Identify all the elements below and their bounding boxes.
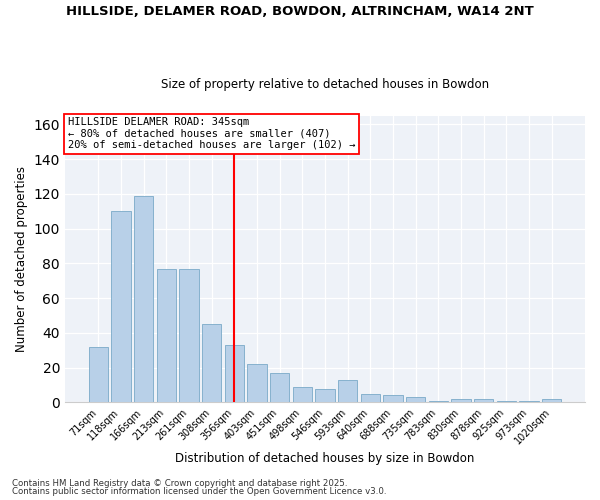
- Bar: [134, 196, 153, 402]
- Bar: [474, 399, 493, 402]
- Bar: [89, 347, 108, 403]
- Text: Contains public sector information licensed under the Open Government Licence v3: Contains public sector information licen…: [12, 487, 386, 496]
- Bar: [361, 394, 380, 402]
- Bar: [406, 397, 425, 402]
- Bar: [451, 399, 470, 402]
- Bar: [202, 324, 221, 402]
- Text: HILLSIDE DELAMER ROAD: 345sqm
← 80% of detached houses are smaller (407)
20% of : HILLSIDE DELAMER ROAD: 345sqm ← 80% of d…: [68, 117, 355, 150]
- Bar: [179, 268, 199, 402]
- Title: Size of property relative to detached houses in Bowdon: Size of property relative to detached ho…: [161, 78, 489, 91]
- Bar: [497, 400, 516, 402]
- Y-axis label: Number of detached properties: Number of detached properties: [15, 166, 28, 352]
- Text: Contains HM Land Registry data © Crown copyright and database right 2025.: Contains HM Land Registry data © Crown c…: [12, 478, 347, 488]
- Bar: [520, 400, 539, 402]
- Text: HILLSIDE, DELAMER ROAD, BOWDON, ALTRINCHAM, WA14 2NT: HILLSIDE, DELAMER ROAD, BOWDON, ALTRINCH…: [66, 5, 534, 18]
- Bar: [224, 345, 244, 403]
- Bar: [157, 268, 176, 402]
- Bar: [293, 387, 312, 402]
- Bar: [338, 380, 357, 402]
- X-axis label: Distribution of detached houses by size in Bowdon: Distribution of detached houses by size …: [175, 452, 475, 465]
- Bar: [383, 396, 403, 402]
- Bar: [542, 399, 562, 402]
- Bar: [270, 373, 289, 402]
- Bar: [429, 400, 448, 402]
- Bar: [247, 364, 266, 403]
- Bar: [316, 388, 335, 402]
- Bar: [111, 212, 131, 402]
